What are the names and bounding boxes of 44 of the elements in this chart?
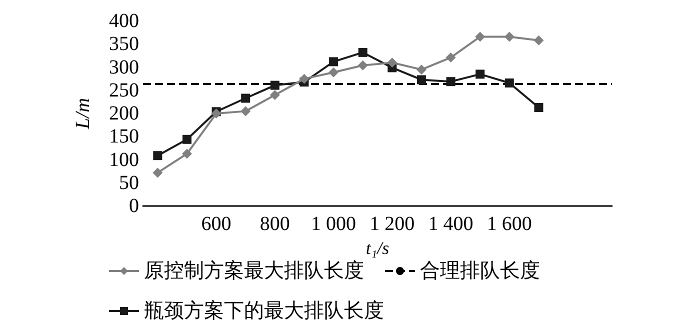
point [387, 58, 398, 68]
point [270, 90, 280, 100]
y-tick-label: 300 [109, 56, 139, 78]
x-tick-label: 800 [260, 213, 290, 235]
x-tick-label: 600 [201, 213, 232, 235]
point [182, 134, 192, 144]
x-tick-label: 1 600 [486, 213, 532, 235]
legend-label: 瓶颈方案下的最大排队长度 [144, 299, 384, 322]
legend-label: 原控制方案最大排队长度 [144, 259, 364, 282]
point [504, 32, 514, 42]
x-tick-label: 1 400 [428, 213, 474, 235]
point [358, 60, 368, 70]
point [152, 168, 163, 178]
point [446, 77, 456, 86]
y-tick-label: 100 [109, 148, 139, 171]
point [416, 75, 426, 84]
point [329, 57, 338, 66]
point [475, 32, 486, 42]
point [153, 151, 162, 160]
point [534, 102, 544, 112]
y-tick-label: 350 [109, 33, 139, 56]
y-tick-label: 150 [109, 126, 139, 148]
y-tick-label: 250 [109, 79, 139, 102]
x-axis-title: t₁/s [366, 238, 390, 258]
point [328, 67, 339, 78]
y-tick-label: 0 [129, 195, 139, 217]
point [241, 94, 250, 103]
x-tick-label: 1 200 [370, 213, 415, 235]
point [358, 48, 368, 57]
point [504, 78, 514, 88]
y-tick-label: 400 [109, 10, 139, 32]
y-tick-label: 200 [109, 102, 139, 124]
point [476, 70, 485, 79]
x-tick-label: 1 000 [311, 213, 356, 235]
point [182, 148, 192, 159]
point [416, 64, 426, 75]
y-axis-title: L/m [72, 98, 94, 130]
point [299, 74, 310, 84]
point [446, 52, 456, 63]
y-tick-label: 50 [119, 172, 139, 194]
point [240, 106, 251, 116]
legend-label: 合理排队长度 [420, 260, 540, 282]
point [534, 35, 544, 46]
point [270, 80, 280, 90]
